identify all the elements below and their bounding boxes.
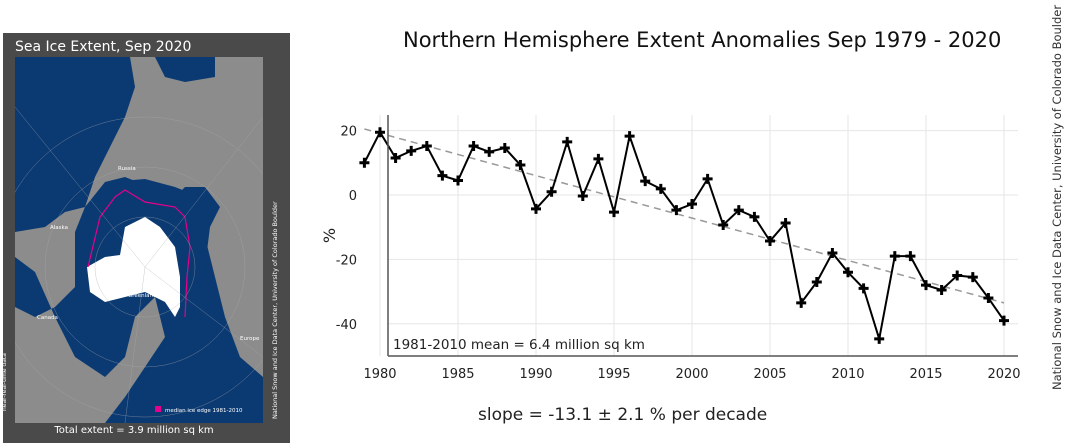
x-tick-label: 1995	[597, 367, 630, 382]
data-point-2007	[796, 297, 807, 308]
y-tick-label: -40	[336, 318, 357, 333]
data-point-1981	[390, 152, 401, 163]
data-point-2006	[780, 218, 791, 229]
data-point-1987	[484, 146, 495, 157]
legend-label: median ice edge 1981-2010	[165, 408, 243, 414]
median-ice-edge	[87, 189, 191, 318]
x-tick-label: 2005	[753, 367, 786, 382]
y-axis-label: %	[320, 227, 340, 244]
data-point-1991	[546, 186, 557, 197]
data-point-2018	[967, 272, 978, 283]
data-point-1990	[531, 203, 541, 214]
x-tick-label: 1980	[363, 367, 396, 382]
x-tick-label: 2000	[675, 367, 708, 382]
data-point-2005	[765, 236, 775, 247]
markers	[359, 127, 1009, 344]
y-tick-label: -20	[336, 253, 357, 268]
x-tick-label: 2020	[987, 367, 1020, 382]
data-point-2020	[999, 315, 1009, 326]
data-point-2008	[811, 276, 822, 287]
data-point-2017	[952, 270, 963, 281]
data-point-2010	[843, 267, 853, 278]
arctic-map: Russia Alaska Canada Greenland Europe me…	[15, 57, 263, 423]
data-point-1982	[406, 145, 417, 156]
label-greenland: Greenland	[128, 293, 157, 299]
sea-ice	[87, 217, 180, 317]
data-point-1986	[468, 141, 479, 152]
slope-text: slope = -13.1 ± 2.1 % per decade	[478, 405, 768, 425]
x-tick-label: 1990	[519, 367, 552, 382]
tick-labels: 1980 1985 1990 1995 2000 2005 2010 2015 2020200-…	[336, 125, 1021, 382]
data-point-1999	[671, 205, 682, 216]
x-tick-label: 2015	[909, 367, 942, 382]
label-alaska: Alaska	[50, 225, 68, 231]
data-point-2001	[702, 173, 713, 184]
x-tick-label: 2010	[831, 367, 864, 382]
data-point-2019	[983, 293, 994, 304]
credit-text: National Snow and Ice Data Center, Unive…	[1050, 4, 1064, 390]
data-point-2000	[687, 199, 697, 210]
data-point-2009	[827, 247, 838, 258]
chart-title: Northern Hemisphere Extent Anomalies Sep…	[403, 28, 1002, 52]
data-point-1994	[593, 153, 604, 164]
data-point-2003	[733, 205, 744, 216]
graticule	[15, 106, 263, 423]
data-point-2011	[858, 283, 869, 294]
data-point-1985	[453, 175, 463, 186]
data-point-2014	[905, 251, 916, 262]
data-point-2013	[889, 251, 900, 262]
y-tick-label: 0	[349, 189, 357, 204]
data-point-1992	[562, 136, 573, 147]
data-point-1979	[359, 157, 370, 168]
legend-swatch	[155, 406, 161, 412]
x-tick-label: 1985	[441, 367, 474, 382]
data-point-1989	[515, 160, 526, 171]
data-point-1998	[655, 183, 666, 194]
data-point-1984	[437, 170, 448, 181]
map-credit: National Snow and Ice Data Center, Unive…	[271, 201, 279, 419]
label-canada: Canada	[37, 315, 58, 321]
data-point-1995	[609, 207, 619, 218]
data-point-1988	[499, 142, 510, 153]
data-point-2015	[921, 280, 931, 291]
grid	[379, 115, 1018, 356]
map-title: Sea Ice Extent, Sep 2020	[15, 39, 192, 55]
y-tick-label: 20	[340, 125, 357, 140]
label-europe: Europe	[240, 336, 260, 342]
sea-ice-map-panel: Sea Ice Extent, Sep 2020 Russia Alaska C…	[1, 33, 290, 443]
data-point-2016	[936, 284, 947, 295]
data-point-1996	[624, 131, 635, 142]
trend-line	[364, 128, 1005, 304]
mean-annotation: 1981-2010 mean = 6.4 million sq km	[393, 337, 645, 353]
anomaly-chart: 1980 1985 1990 1995 2000 2005 2010 2015 2020200-…	[336, 115, 1021, 382]
data-point-2012	[874, 333, 885, 344]
data-point-1993	[577, 190, 588, 201]
near-real-time-note: near-real-time data	[1, 353, 8, 411]
data-point-1997	[640, 176, 651, 187]
total-extent: Total extent = 3.9 million sq km	[54, 425, 214, 436]
data-point-2004	[749, 211, 760, 222]
label-russia: Russia	[118, 166, 136, 172]
series-line	[363, 130, 1005, 340]
data-point-1983	[421, 141, 432, 152]
data-point-2002	[718, 219, 729, 230]
data-point-1980	[375, 127, 385, 138]
